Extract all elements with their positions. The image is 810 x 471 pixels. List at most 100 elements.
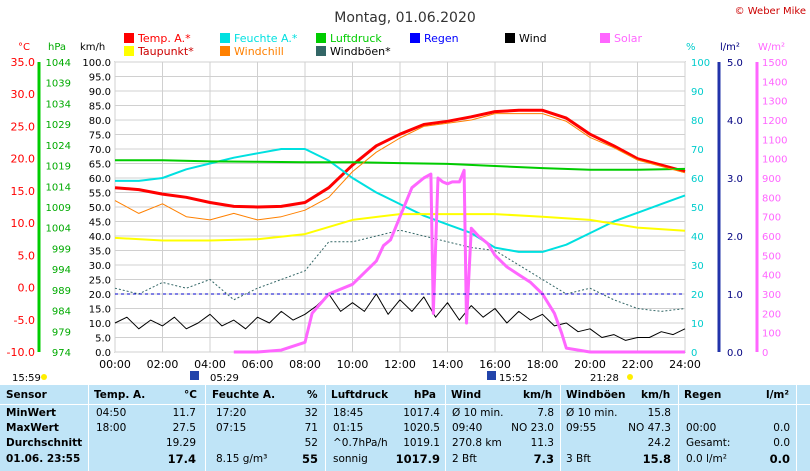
chart-title: Montag, 01.06.2020 [334,10,476,26]
x-tick-label: 04:00 [194,358,226,371]
series-luftdruck [115,159,686,171]
wind-tick-label: 20.0 [89,290,111,301]
pressure-tick-label: 1019 [46,162,71,173]
wind-tick-label: 80.0 [89,116,111,127]
x-tick-label: 24:00 [669,358,701,371]
table-cell-wind-v: 11.3 [530,437,554,449]
x-tick-label: 12:00 [384,358,416,371]
table-cell-hum-v: 52 [304,437,318,449]
hdr-gust: Windböen [566,389,626,401]
humidity-tick-label: 0 [691,348,697,359]
humidity-tick-label: 80 [691,116,704,127]
table-cell-hum-t: 07:15 [216,422,247,434]
wind-tick-label: 5.0 [95,334,111,345]
table-cell-gust-v: 24.2 [647,437,671,449]
legend-label: Luftdruck [330,32,382,45]
temp-tick-label: 0.0 [18,282,36,295]
hdr-hum: Feuchte A. [212,389,276,401]
sun-annotations: 15:59 05:29 15:52 21:28 [12,371,633,384]
left-time-label: 15:59 [12,373,41,384]
table-cell-wind-b: NO 23.0 [511,422,554,434]
table-cell-wind-a: Ø 10 min. [452,407,504,419]
x-tick-label: 10:00 [337,358,369,371]
legend-swatch [600,33,610,43]
humidity-tick-label: 90 [691,87,704,98]
pressure-tick-label: 999 [52,244,71,255]
pressure-tick-label: 984 [52,307,71,318]
hdr-temp: Temp. A. [94,389,146,401]
table-cell-wind-a: 2 Bft [452,453,477,465]
series-wind [114,293,686,341]
stats-table: Sensor Temp. A. °C Feuchte A. % Luftdruc… [0,385,810,471]
temp-tick-label: -10.0 [7,346,35,359]
table-cell-press-t: 18:45 [333,407,364,419]
legend-label: Solar [614,32,643,45]
table-cell-temp-v: 19.29 [165,437,196,449]
pressure-tick-label: 1009 [46,203,71,214]
solar-tick-label: 100 [762,329,781,340]
temp-tick-label: 5.0 [18,249,36,262]
hdr-wind: Wind [451,389,482,401]
legend-label: Windchill [234,45,284,58]
x-tick-label: 08:00 [289,358,321,371]
legend-label: Wind [519,32,547,45]
table-cell-press-t: ^0.7hPa/h [333,437,388,449]
series-solar [233,168,685,354]
pressure-tick-label: 1034 [46,99,71,110]
temp-tick-label: -5.0 [14,314,35,327]
pressure-tick-label: 1039 [46,79,71,90]
x-tick-label: 18:00 [527,358,559,371]
table-cell-press-v: 1017.9 [395,452,440,466]
legend-swatch [410,33,420,43]
temp-tick-label: 30.0 [11,88,36,101]
hdr-wind-unit: km/h [523,389,553,401]
table-cell-press-t: sonnig [333,453,368,465]
table-cell-wind-a: 09:40 [452,422,483,434]
solar-unit: W/m² [758,42,785,53]
table-cell-label: 01.06. 23:55 [6,453,81,465]
table-cell-rain-a: 0.0 l/m² [686,453,727,465]
wind-tick-label: 90.0 [89,87,111,98]
pressure-tick-label: 1024 [46,141,71,152]
series-feuchte-a [115,148,686,253]
table-cell-hum-t: 17:20 [216,407,247,419]
x-tick-label: 06:00 [242,358,274,371]
wind-tick-label: 15.0 [89,305,111,316]
wind-tick-label: 95.0 [89,73,111,84]
table-cell-temp-v: 27.5 [172,422,196,434]
hdr-sensor: Sensor [6,389,47,401]
sun-marker-left [41,374,47,380]
table-cell-rain-v: 0.0 [769,452,790,466]
wind-tick-label: 100.0 [82,58,111,69]
series-windchill [114,113,686,221]
hdr-hum-unit: % [307,389,318,401]
rain-tick-label: 1.0 [727,290,743,301]
legend-label: Regen [424,32,459,45]
table-cell-temp-t: 04:50 [96,407,127,419]
hdr-temp-unit: °C [184,389,197,401]
rain-tick-label: 0.0 [727,348,743,359]
solar-tick-label: 0 [762,348,768,359]
legend-label: Windböen* [330,45,391,58]
hdr-press: Luftdruck [331,389,389,401]
pressure-tick-label: 974 [52,348,71,359]
temp-tick-label: 25.0 [11,120,36,133]
temp-tick-label: 35.0 [11,56,36,69]
pressure-tick-label: 1004 [46,224,71,235]
table-cell-gust-a: Ø 10 min. [566,407,618,419]
sunset-label: 21:28 [590,373,619,384]
temp-tick-label: 10.0 [11,217,36,230]
pressure-tick-label: 1029 [46,120,71,131]
rain-tick-label: 4.0 [727,116,743,127]
solar-tick-label: 1500 [762,58,787,69]
table-cell-temp-v: 17.4 [167,452,196,466]
wind-tick-label: 75.0 [89,131,111,142]
table-cell-gust-v: 15.8 [647,407,671,419]
table-cell-wind-v: 7.8 [537,407,554,419]
copyright-text: © Weber Mike [735,6,806,17]
wind-tick-label: 45.0 [89,218,111,229]
pressure-tick-label: 994 [52,265,71,276]
wind-tick-label: 30.0 [89,261,111,272]
table-cell-press-v: 1019.1 [403,437,440,449]
wind-tick-label: 50.0 [89,203,111,214]
